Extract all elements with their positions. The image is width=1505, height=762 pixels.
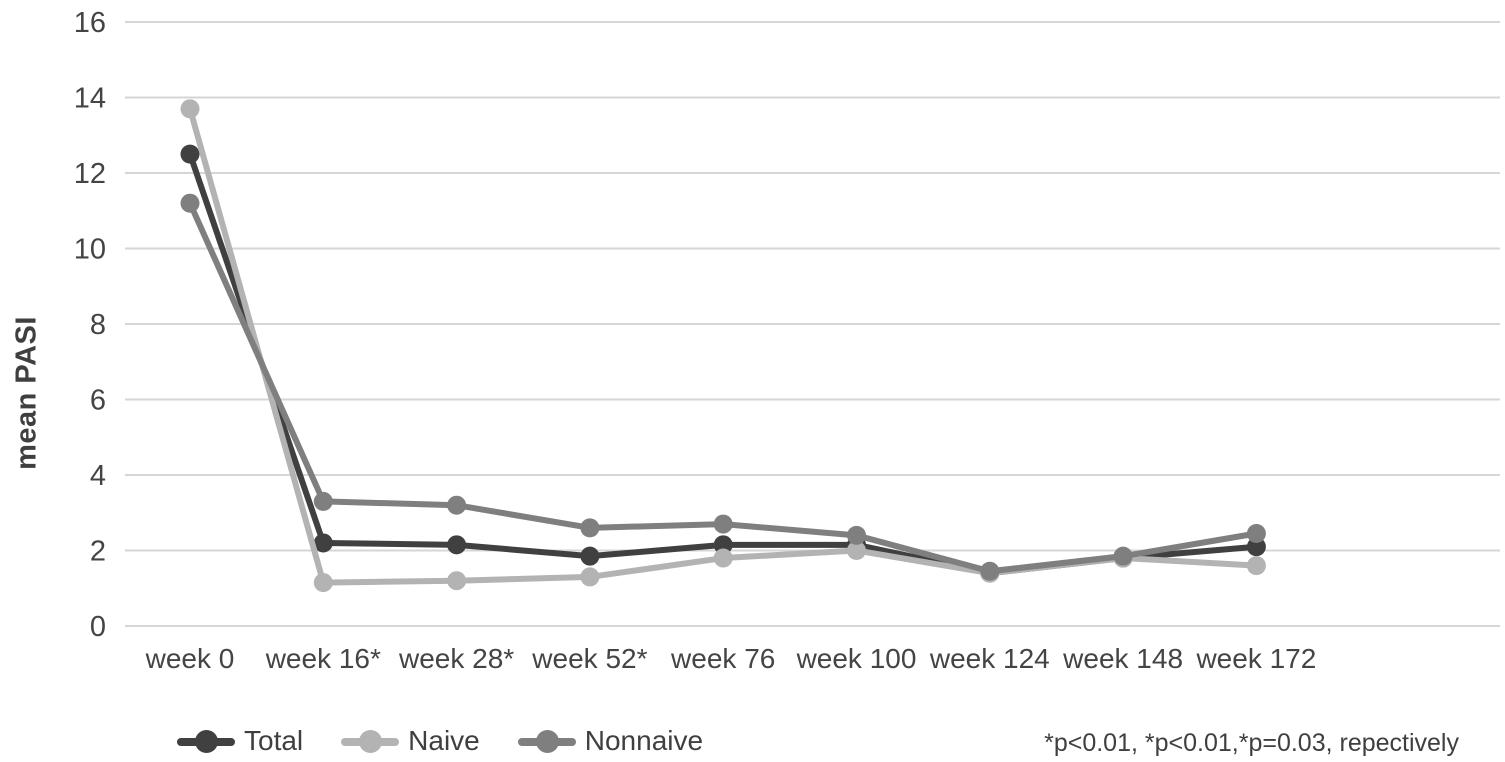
x-tick-label: week 172 xyxy=(1195,643,1316,674)
x-tick-label: week 28* xyxy=(398,643,514,674)
y-tick-label: 10 xyxy=(74,234,106,266)
data-point-total xyxy=(447,535,467,555)
y-tick-label: 16 xyxy=(74,7,106,39)
data-point-nonnaive xyxy=(180,193,200,213)
y-axis-title: mean PASI xyxy=(10,316,43,470)
x-tick-label: week 52* xyxy=(531,643,647,674)
x-tick-label: week 0 xyxy=(145,643,235,674)
data-point-nonnaive xyxy=(313,491,333,511)
data-point-nonnaive xyxy=(447,495,467,515)
chart-legend: Total Naive Nonnaive xyxy=(177,727,703,755)
data-point-naive xyxy=(713,548,733,568)
y-tick-label: 12 xyxy=(74,158,106,190)
data-point-naive xyxy=(313,573,333,593)
data-point-nonnaive xyxy=(1113,546,1133,566)
y-tick-label: 8 xyxy=(90,309,106,341)
x-tick-label: week 124 xyxy=(929,643,1050,674)
y-tick-label: 6 xyxy=(90,385,106,417)
series-line-naive xyxy=(187,105,1260,586)
data-point-total xyxy=(580,546,600,566)
data-point-naive xyxy=(447,571,467,591)
y-tick-label: 0 xyxy=(90,611,106,643)
legend-item-naive: Naive xyxy=(341,727,480,755)
x-tick-label: week 100 xyxy=(796,643,917,674)
data-point-total xyxy=(313,533,333,553)
x-tick-label: week 76 xyxy=(670,643,775,674)
legend-label-nonnaive: Nonnaive xyxy=(584,725,704,756)
x-tick-label: week 16* xyxy=(265,643,381,674)
data-point-naive xyxy=(580,567,600,587)
data-point-naive xyxy=(847,541,866,560)
series-line-total xyxy=(187,151,1260,577)
legend-label-naive: Naive xyxy=(408,725,480,756)
x-tick-label: week 148 xyxy=(1062,643,1183,674)
legend-marker-total xyxy=(177,729,235,753)
legend-item-nonnaive: Nonnaive xyxy=(517,725,704,756)
data-point-naive xyxy=(1246,556,1266,576)
legend-label-total: Total xyxy=(244,725,304,756)
legend-item-total: Total xyxy=(177,727,303,755)
legend-marker-nonnaive xyxy=(517,729,576,753)
data-point-total xyxy=(1246,537,1266,557)
data-point-nonnaive xyxy=(847,525,866,545)
pasi-line-chart: 0 2 4 6 8 10 12 14 16 week 0 week 16* week 28* week … xyxy=(74,7,1500,674)
data-point-nonnaive xyxy=(580,518,600,538)
data-point-nonnaive xyxy=(980,561,1000,581)
data-point-total xyxy=(713,535,733,555)
legend-marker-naive xyxy=(341,729,400,753)
y-tick-label: 2 xyxy=(90,536,106,568)
y-tick-label: 14 xyxy=(74,83,106,115)
p-value-annotation: *p<0.01, *p<0.01,*p=0.03, repectively xyxy=(1044,729,1459,757)
data-point-nonnaive xyxy=(713,514,733,534)
data-point-total xyxy=(180,144,200,164)
y-tick-label: 4 xyxy=(90,460,106,492)
data-point-nonnaive xyxy=(1246,524,1266,544)
data-point-naive xyxy=(180,99,200,119)
